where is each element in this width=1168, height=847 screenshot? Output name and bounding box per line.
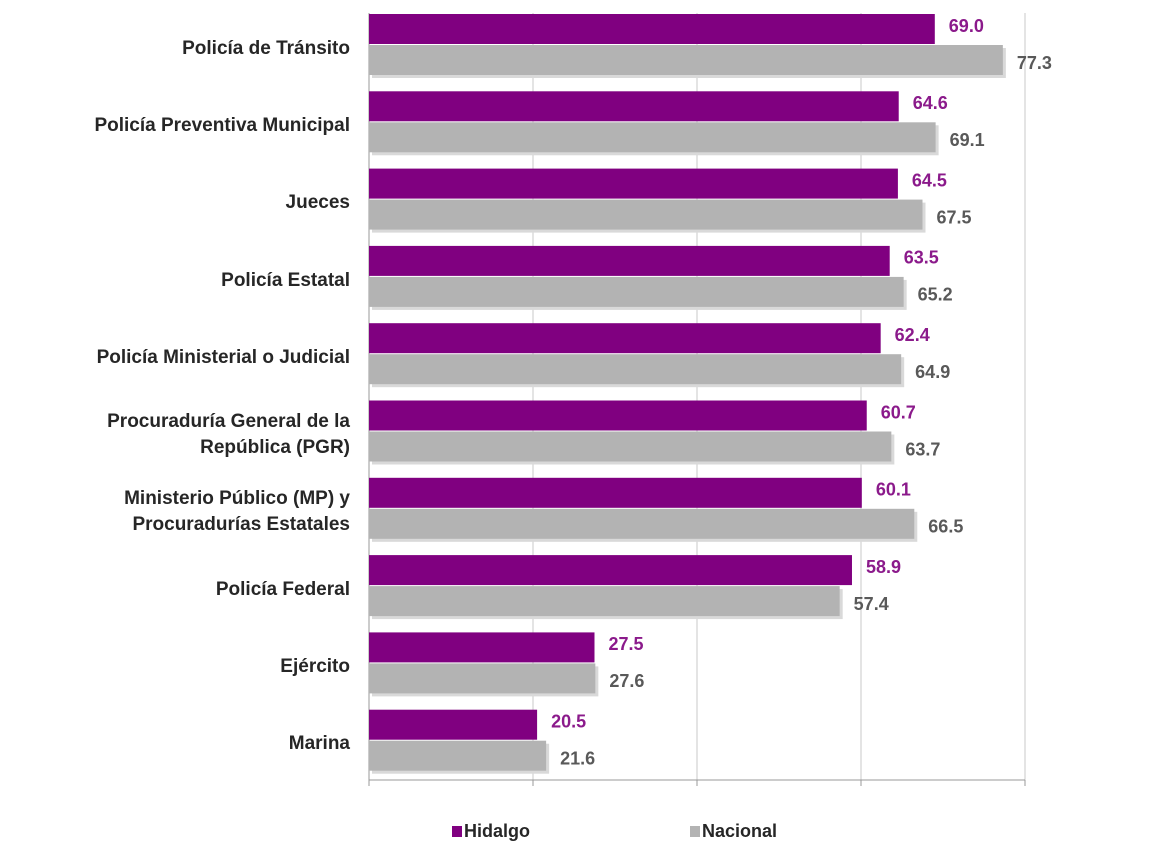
bar <box>369 14 935 44</box>
category-label: Policía Estatal <box>221 269 350 291</box>
value-label: 27.5 <box>609 634 644 654</box>
category-label: Policía Preventiva Municipal <box>94 114 350 136</box>
bar <box>369 663 596 694</box>
value-label: 69.1 <box>950 130 985 150</box>
bar <box>369 276 904 307</box>
category-label: Marina <box>288 733 350 755</box>
value-label: 65.2 <box>918 285 953 305</box>
value-label: 67.5 <box>937 207 972 227</box>
bar <box>369 122 936 153</box>
value-label: 63.7 <box>905 439 940 459</box>
value-label: 64.6 <box>913 93 948 113</box>
bar <box>369 323 881 354</box>
value-label: 62.4 <box>895 325 930 345</box>
bar <box>369 431 892 462</box>
bar <box>369 354 902 385</box>
bar <box>369 45 1003 75</box>
category-label: Policía Ministerial o Judicial <box>96 346 350 368</box>
legend-swatch <box>690 826 700 837</box>
bar <box>369 400 867 431</box>
legend-label: Hidalgo <box>464 821 530 841</box>
bar <box>369 477 862 508</box>
bar <box>369 632 595 663</box>
value-label: 64.5 <box>912 170 947 190</box>
bar <box>369 508 915 539</box>
category-label: Ejército <box>280 656 350 678</box>
category-label: Procuraduría General de la República (PG… <box>107 411 350 459</box>
bar <box>369 555 852 586</box>
value-label: 77.3 <box>1017 53 1052 73</box>
bar <box>369 168 898 199</box>
category-label: Jueces <box>285 192 350 214</box>
value-label: 60.7 <box>881 402 916 422</box>
bar <box>369 709 538 740</box>
value-label: 69.0 <box>949 16 984 36</box>
value-label: 60.1 <box>876 480 911 500</box>
value-label: 66.5 <box>928 517 963 537</box>
value-label: 63.5 <box>904 248 939 268</box>
value-label: 21.6 <box>560 748 595 768</box>
value-label: 58.9 <box>866 557 901 577</box>
bar <box>369 586 840 617</box>
legend-label: Nacional <box>702 821 777 841</box>
legend-swatch <box>452 826 462 837</box>
category-label: Policía Federal <box>215 578 350 600</box>
value-label: 64.9 <box>915 362 950 382</box>
bar <box>369 199 923 230</box>
category-label: Policía de Tránsito <box>182 37 350 59</box>
value-label: 27.6 <box>609 671 644 691</box>
bar <box>369 245 890 276</box>
bar <box>369 91 899 122</box>
value-label: 57.4 <box>854 594 889 614</box>
category-label: Ministerio Público (MP) y Procuradurías … <box>124 488 350 536</box>
bar <box>369 740 547 771</box>
value-label: 20.5 <box>551 711 586 731</box>
